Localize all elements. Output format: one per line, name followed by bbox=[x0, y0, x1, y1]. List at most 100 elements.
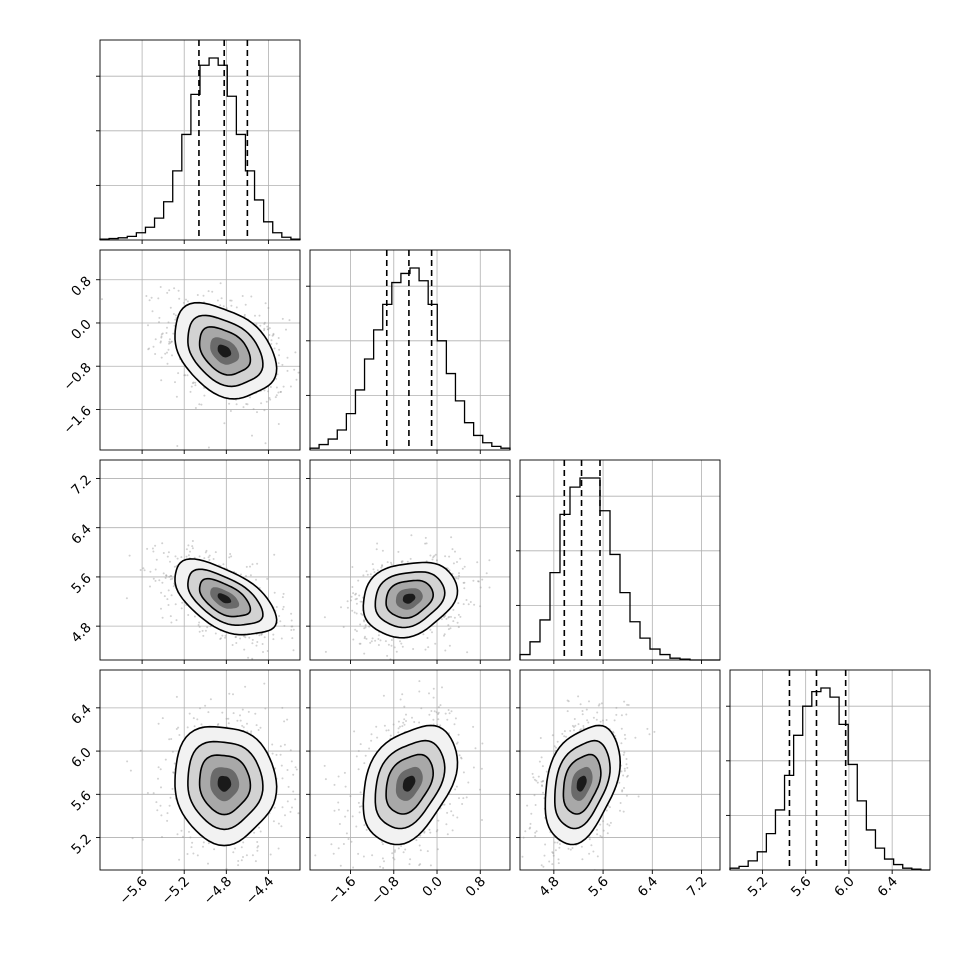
scatter-point bbox=[229, 553, 232, 555]
y-tick-label: 6.0 bbox=[68, 745, 95, 772]
scatter-point bbox=[548, 860, 551, 863]
scatter-point bbox=[170, 621, 173, 624]
scatter-point bbox=[234, 847, 236, 850]
scatter-point bbox=[435, 830, 438, 833]
scatter-point bbox=[256, 641, 259, 643]
scatter-point bbox=[289, 385, 292, 388]
scatter-point bbox=[465, 796, 468, 799]
scatter-point bbox=[364, 635, 366, 638]
scatter-point bbox=[101, 298, 103, 301]
scatter-point bbox=[263, 682, 266, 685]
scatter-point bbox=[142, 838, 144, 841]
scatter-point bbox=[450, 536, 453, 539]
scatter-point bbox=[263, 389, 266, 392]
scatter-point bbox=[228, 402, 231, 405]
scatter-point bbox=[592, 850, 595, 853]
scatter-point bbox=[173, 287, 176, 290]
scatter-point bbox=[436, 848, 439, 851]
scatter-point bbox=[428, 828, 431, 831]
scatter-point bbox=[269, 398, 272, 401]
scatter-point bbox=[540, 780, 543, 783]
scatter-point bbox=[622, 753, 625, 756]
scatter-point bbox=[150, 296, 153, 299]
contour-line bbox=[198, 754, 252, 816]
scatter-point bbox=[363, 762, 366, 765]
scatter-point bbox=[240, 573, 242, 576]
scatter-point bbox=[297, 371, 300, 374]
scatter-point bbox=[613, 719, 616, 722]
scatter-point bbox=[423, 831, 426, 834]
scatter-point bbox=[168, 340, 171, 343]
scatter-point bbox=[174, 314, 177, 317]
scatter-point bbox=[168, 738, 171, 741]
scatter-point bbox=[166, 812, 169, 815]
axes-frame bbox=[519, 459, 721, 661]
density-fill bbox=[217, 775, 232, 792]
scatter-point bbox=[437, 718, 440, 721]
scatter-point bbox=[281, 317, 284, 320]
scatter-point bbox=[223, 422, 226, 425]
scatter-point bbox=[375, 725, 378, 728]
scatter-point bbox=[447, 628, 450, 631]
scatter-point bbox=[260, 402, 263, 405]
scatter-point bbox=[187, 544, 190, 547]
scatter-point bbox=[292, 790, 295, 793]
scatter-point bbox=[173, 762, 176, 765]
scatter-point bbox=[481, 578, 484, 581]
scatter-point bbox=[289, 749, 292, 752]
scatter-point bbox=[450, 810, 453, 813]
scatter-point bbox=[419, 849, 422, 852]
scatter-point bbox=[435, 711, 438, 714]
scatter-point bbox=[169, 306, 172, 309]
scatter-point bbox=[400, 561, 403, 564]
scatter-point bbox=[266, 325, 269, 328]
scatter-point bbox=[162, 572, 165, 575]
scatter-point bbox=[373, 571, 376, 574]
scatter-point bbox=[476, 561, 479, 564]
scatter-point bbox=[171, 354, 173, 357]
axes-frame bbox=[99, 459, 301, 661]
scatter-point bbox=[400, 642, 403, 645]
scatter-point bbox=[235, 403, 238, 406]
scatter-point bbox=[361, 613, 364, 616]
scatter-point bbox=[351, 609, 354, 612]
scatter-point bbox=[191, 841, 194, 844]
scatter-point bbox=[363, 620, 366, 623]
scatter-point bbox=[160, 335, 163, 338]
scatter-point bbox=[185, 555, 188, 558]
scatter-point bbox=[297, 812, 300, 815]
scatter-point bbox=[524, 830, 527, 833]
scatter-point bbox=[448, 569, 451, 572]
scatter-point bbox=[242, 726, 245, 729]
scatter-point bbox=[166, 351, 168, 354]
scatter-point bbox=[186, 374, 189, 377]
scatter-point bbox=[382, 694, 385, 697]
scatter-point bbox=[239, 719, 242, 722]
scatter-point bbox=[530, 812, 533, 815]
scatter-point bbox=[535, 779, 538, 782]
scatter-point bbox=[159, 768, 162, 771]
scatter-point bbox=[256, 846, 259, 849]
scatter-point bbox=[147, 324, 149, 327]
scatter-point bbox=[542, 865, 545, 868]
scatter-point bbox=[526, 804, 529, 807]
scatter-point bbox=[608, 824, 611, 827]
contour-line bbox=[374, 571, 446, 629]
scatter-point bbox=[159, 804, 162, 807]
scatter-point bbox=[282, 592, 285, 595]
scatter-point bbox=[256, 841, 259, 843]
scatter-point bbox=[207, 556, 210, 559]
histogram-line bbox=[309, 267, 511, 450]
scatter-point bbox=[480, 767, 483, 770]
scatter-point bbox=[245, 575, 247, 577]
scatter-point bbox=[428, 692, 430, 695]
scatter-point bbox=[608, 806, 611, 809]
scatter-point bbox=[379, 865, 382, 868]
scatter-point bbox=[395, 650, 398, 653]
scatter-point bbox=[432, 718, 435, 721]
scatter-point bbox=[418, 721, 421, 724]
scatter-point bbox=[551, 734, 554, 737]
scatter-point bbox=[248, 636, 251, 639]
scatter-point bbox=[359, 623, 362, 626]
